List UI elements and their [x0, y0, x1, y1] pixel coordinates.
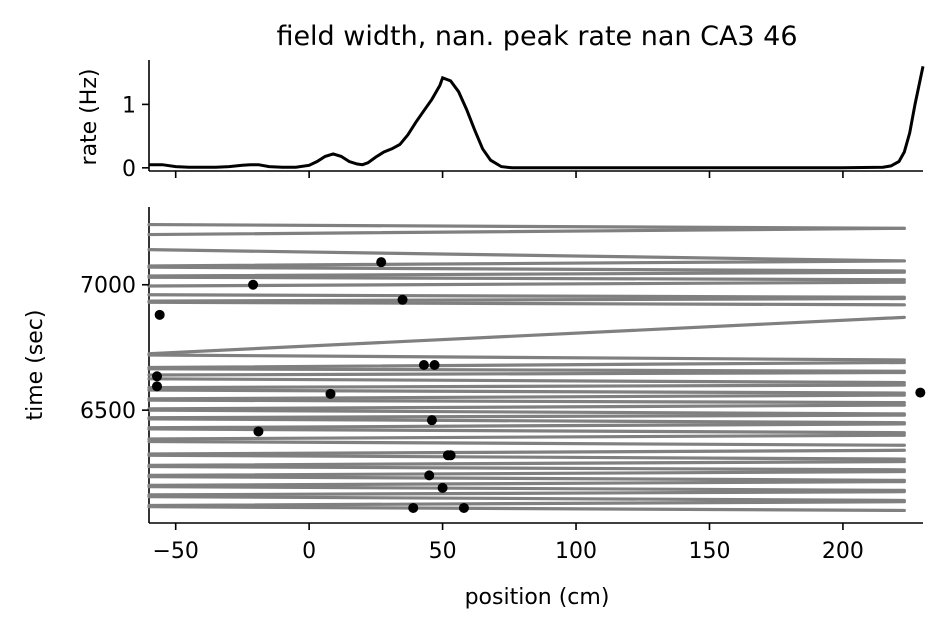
spike-dot	[154, 309, 165, 320]
trajectory-lap	[147, 448, 906, 456]
raster-ylabel: time (sec)	[23, 310, 48, 421]
trajectory-lap	[147, 293, 906, 299]
trajectory-lap	[147, 360, 906, 370]
spike-dot	[253, 426, 264, 437]
trajectory-lap	[147, 500, 906, 508]
spike-dot	[426, 415, 437, 426]
trajectory-lap	[147, 469, 906, 477]
trajectory-lap	[147, 259, 906, 268]
trajectory-lap	[147, 222, 906, 230]
trajectory-lap	[147, 485, 906, 492]
trajectory-lap	[147, 248, 906, 263]
trajectory-lap	[147, 226, 906, 237]
raster-xtick-label: 50	[429, 539, 457, 564]
trajectory-lap	[147, 453, 906, 461]
trajectory-lap	[147, 315, 906, 356]
raster-ytick-label: 6500	[80, 399, 136, 424]
trajectory-lap	[147, 464, 906, 472]
spikes	[152, 257, 926, 513]
trajectory-lap	[147, 408, 906, 416]
trajectory-lap	[147, 383, 906, 390]
trajectory-lap	[147, 265, 906, 273]
trajectory-lap	[147, 353, 906, 362]
raster-xlabel: position (cm)	[465, 585, 610, 610]
spike-dot	[424, 470, 435, 481]
trajectory-lap	[147, 370, 906, 377]
spike-dot	[445, 450, 456, 461]
trajectory-lap	[147, 296, 906, 303]
rate-panel: 01 rate (Hz)	[77, 60, 925, 182]
trajectory-lap	[147, 280, 906, 288]
rate-ticks: 01	[122, 93, 844, 182]
raster-ytick-label: 7000	[80, 274, 136, 299]
trajectory-lap	[147, 275, 906, 282]
trajectory-lap	[147, 377, 906, 385]
spike-dot	[152, 371, 163, 382]
spike-dot	[248, 279, 259, 290]
spike-dot	[458, 502, 469, 513]
trajectory-lap	[147, 270, 906, 278]
trajectory-lap	[147, 480, 906, 487]
spike-dot	[429, 360, 440, 370]
spike-dot	[408, 502, 419, 513]
raster-xtick-label: −50	[152, 539, 198, 564]
rate-ytick-label: 0	[122, 157, 136, 182]
spike-dot	[152, 381, 163, 392]
raster-xtick-label: 100	[555, 539, 597, 564]
raster-panel: −50 0 50 100 150 200 6500 7000 time (sec) posit…	[23, 207, 926, 610]
trajectory-lap	[147, 439, 906, 447]
trajectory-lap	[147, 433, 906, 441]
trajectory-lap	[147, 413, 906, 420]
trajectory-lap	[147, 417, 906, 425]
spike-dot	[376, 257, 387, 268]
spike-dot	[325, 388, 336, 399]
spike-dot	[437, 482, 448, 493]
raster-xtick-label: 150	[688, 539, 730, 564]
trajectory-lap	[147, 393, 906, 401]
trajectory-lap	[147, 300, 906, 307]
trajectory-lap	[147, 367, 906, 373]
chart-title: field width, nan. peak rate nan CA3 46	[276, 21, 797, 52]
raster-xtick-label: 200	[822, 539, 864, 564]
spike-dot	[915, 387, 926, 398]
raster-ticks: −50 0 50 100 150 200 6500 7000	[80, 274, 864, 564]
trajectory	[147, 222, 906, 513]
trajectory-lap	[147, 388, 906, 395]
trajectory-lap	[147, 398, 906, 405]
trajectory-lap	[147, 403, 906, 411]
spike-dot	[397, 294, 408, 305]
trajectory-lap	[147, 427, 906, 435]
raster-xtick-label: 0	[302, 539, 316, 564]
trajectory-lap	[147, 495, 906, 503]
rate-ytick-label: 1	[122, 93, 136, 118]
spike-dot	[418, 360, 429, 370]
rate-ylabel: rate (Hz)	[77, 69, 102, 166]
trajectory-lap	[147, 505, 906, 513]
trajectory-lap	[147, 459, 906, 467]
rate-line	[149, 65, 925, 170]
trajectory-lap	[147, 475, 906, 482]
trajectory-lap	[147, 490, 906, 497]
trajectory-lap	[147, 422, 906, 430]
